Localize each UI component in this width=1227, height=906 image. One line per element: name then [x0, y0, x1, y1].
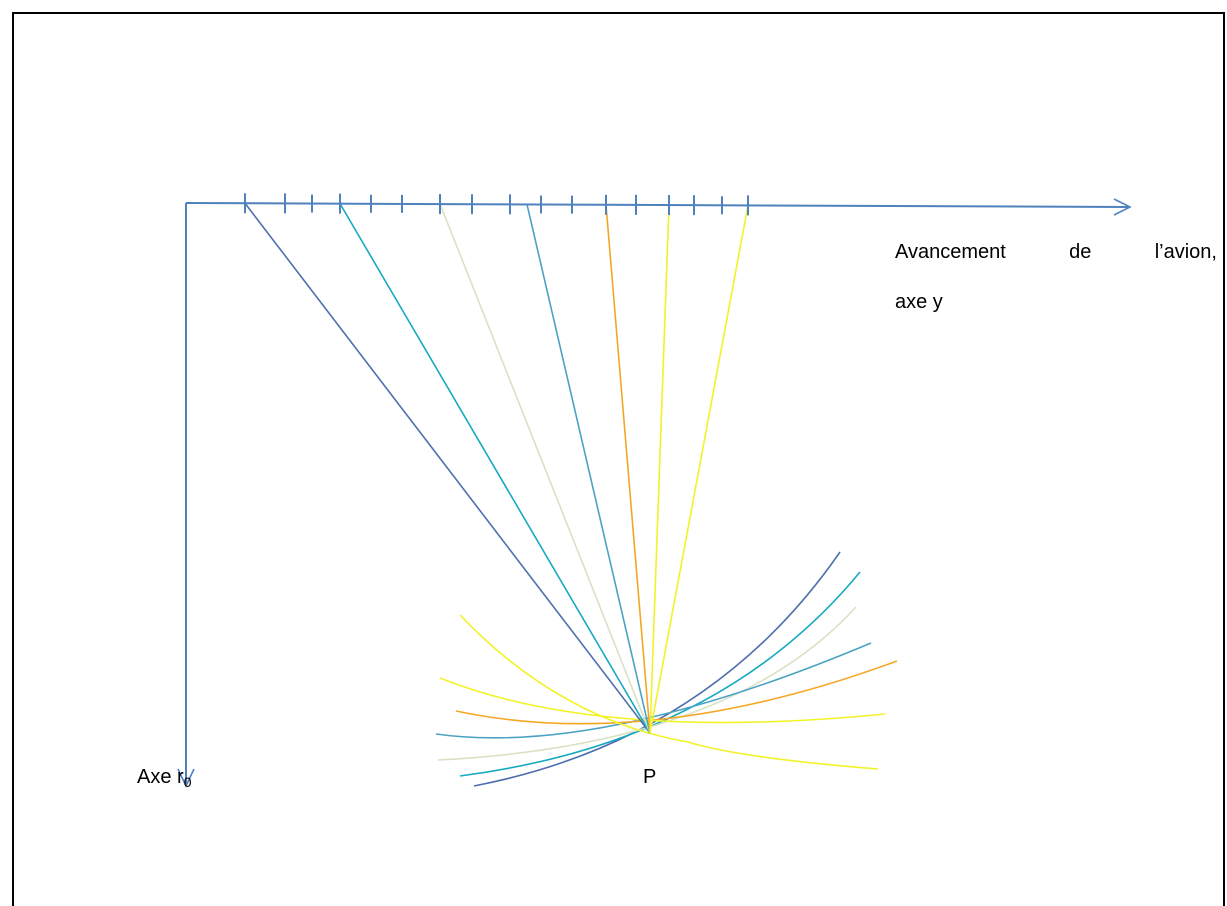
hyperbola-curve	[437, 606, 857, 761]
range-ray	[526, 204, 651, 734]
range-ray	[244, 202, 651, 734]
y-axis-label-word: Avancement	[895, 241, 1006, 263]
range-rays	[244, 202, 749, 734]
r-axis-arrowhead	[177, 768, 195, 788]
y-axis-arrowhead	[1113, 198, 1132, 216]
axis-ticks	[244, 193, 749, 216]
y-axis-label-line2: axe y	[895, 291, 943, 313]
y-axis-label-word: l’avion,	[1154, 241, 1217, 263]
hyperbola-curve	[439, 677, 886, 724]
range-ray	[339, 203, 651, 734]
range-ray	[649, 205, 670, 734]
figure-frame	[12, 12, 1225, 906]
range-ray	[439, 203, 651, 734]
hyperbola-curve	[459, 614, 879, 770]
point-label: P	[643, 766, 657, 788]
y-axis-label-word: de	[1069, 241, 1092, 263]
hyperbola-curve	[473, 551, 841, 787]
axes	[177, 198, 1132, 788]
hyperbola-curves	[435, 551, 898, 787]
range-ray	[605, 204, 651, 734]
y-axis-line	[185, 202, 1129, 208]
hyperbola-curve	[455, 660, 898, 725]
range-ray	[649, 205, 749, 734]
r-axis-label: Axe r0	[137, 766, 191, 790]
y-axis-label-line1: Avancement de l’avion,	[895, 241, 1217, 264]
r-axis-label-subscript: 0	[183, 774, 192, 790]
r-axis-label-text: Axe r	[137, 766, 184, 788]
